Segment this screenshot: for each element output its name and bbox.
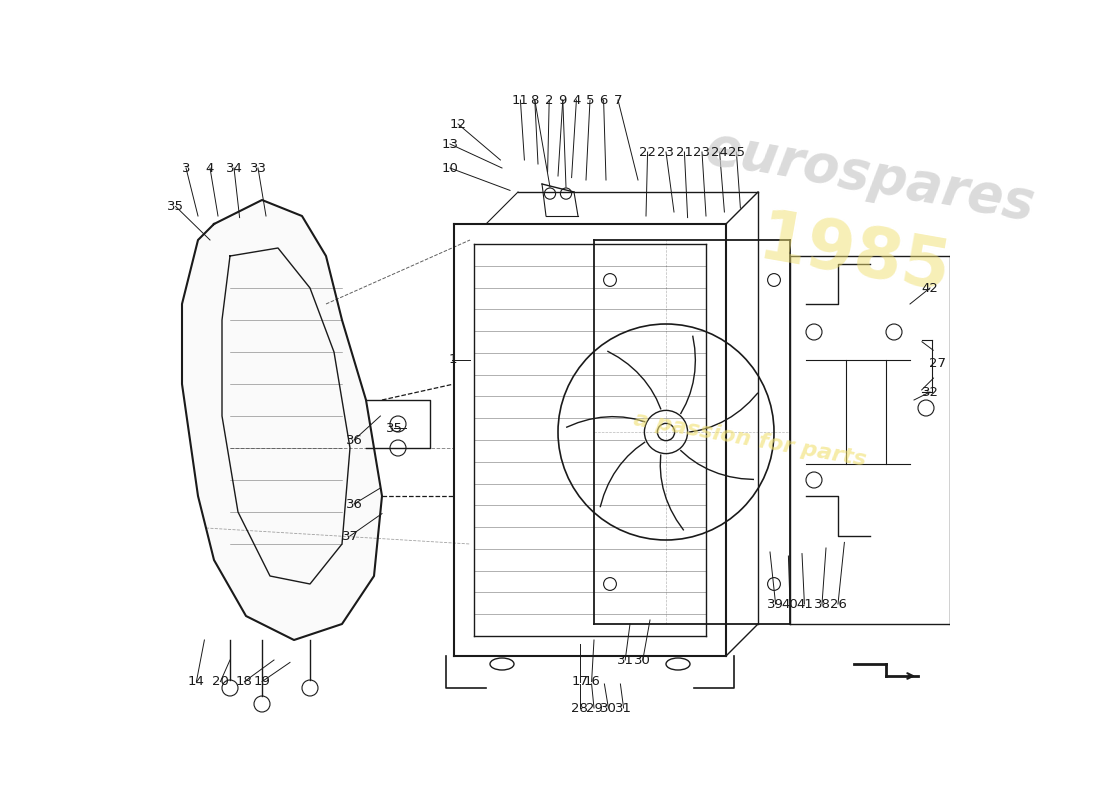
Text: 36: 36	[345, 434, 362, 446]
Text: 31: 31	[615, 702, 632, 714]
Text: 24: 24	[712, 146, 728, 158]
Text: 35: 35	[385, 422, 403, 434]
Text: 25: 25	[728, 146, 745, 158]
Text: 9: 9	[559, 94, 566, 106]
Text: 41: 41	[796, 598, 813, 610]
Text: 16: 16	[583, 675, 600, 688]
Text: 8: 8	[530, 94, 539, 106]
Text: 3: 3	[182, 162, 190, 174]
Text: 36: 36	[345, 498, 362, 510]
Text: 27: 27	[930, 358, 946, 370]
Text: 4: 4	[206, 162, 214, 174]
Text: 13: 13	[441, 138, 459, 150]
Text: eurospares: eurospares	[702, 122, 1038, 230]
Text: a passion for parts: a passion for parts	[632, 410, 868, 470]
Circle shape	[658, 423, 674, 441]
Text: 20: 20	[212, 675, 229, 688]
Text: 42: 42	[922, 282, 938, 294]
Text: 32: 32	[922, 386, 938, 398]
Text: 40: 40	[782, 598, 799, 610]
Text: 28: 28	[571, 702, 588, 714]
Text: 38: 38	[814, 598, 830, 610]
Text: 2: 2	[544, 94, 553, 106]
Text: 14: 14	[188, 675, 205, 688]
Text: 29: 29	[585, 702, 603, 714]
Text: 30: 30	[600, 702, 617, 714]
Text: 35: 35	[167, 200, 184, 213]
Text: 1985: 1985	[752, 206, 955, 306]
Text: 5: 5	[585, 94, 594, 106]
Text: 23: 23	[693, 146, 711, 158]
Text: 1: 1	[448, 354, 456, 366]
Text: 7: 7	[614, 94, 623, 106]
Text: 26: 26	[829, 598, 846, 610]
Text: 4: 4	[572, 94, 581, 106]
Text: 10: 10	[441, 162, 459, 174]
Text: 31: 31	[617, 654, 634, 666]
Text: 30: 30	[635, 654, 651, 666]
Text: 17: 17	[571, 675, 588, 688]
Text: 6: 6	[600, 94, 608, 106]
Text: 33: 33	[250, 162, 266, 174]
Text: 18: 18	[236, 675, 253, 688]
Text: 22: 22	[639, 146, 656, 158]
Text: 39: 39	[767, 598, 784, 610]
Text: 12: 12	[450, 118, 466, 130]
Text: 34: 34	[226, 162, 242, 174]
Text: 23: 23	[658, 146, 674, 158]
Text: 37: 37	[341, 530, 359, 542]
Text: 21: 21	[675, 146, 693, 158]
Polygon shape	[182, 200, 382, 640]
Text: 19: 19	[254, 675, 271, 688]
Text: 11: 11	[512, 94, 529, 106]
